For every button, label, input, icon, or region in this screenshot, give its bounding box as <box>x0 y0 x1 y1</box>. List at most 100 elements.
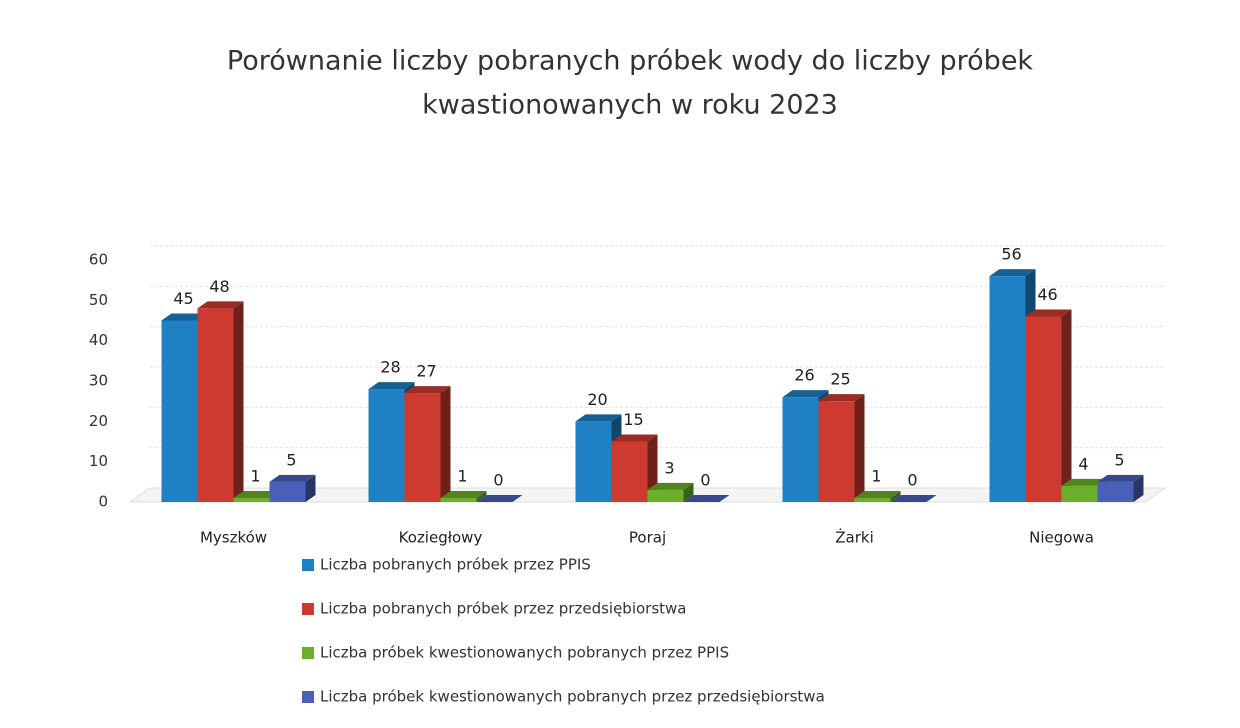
bar-3d <box>269 474 316 502</box>
bar <box>368 389 405 502</box>
bar-side <box>854 394 865 502</box>
data-label: 25 <box>830 370 850 389</box>
bar-3d <box>404 386 451 502</box>
x-tick-label: Myszków <box>200 529 267 547</box>
chart-title: kwastionowanych w roku 2023 <box>422 90 838 121</box>
bar <box>818 401 855 502</box>
bar-side <box>1133 474 1144 502</box>
bar-top <box>161 313 208 321</box>
bar-top <box>1061 478 1108 486</box>
data-label: 3 <box>664 458 674 477</box>
bar <box>575 421 612 502</box>
data-label: 20 <box>587 390 607 409</box>
data-label: 1 <box>457 466 467 485</box>
bar-top <box>368 382 415 390</box>
bar-3d <box>440 490 487 502</box>
data-label: 1 <box>871 466 881 485</box>
bar <box>161 320 198 502</box>
bar-top <box>575 414 622 422</box>
legend-label: Liczba pobranych próbek przez PPIS <box>320 556 591 574</box>
bar-top <box>1025 309 1072 317</box>
bar-top <box>1097 474 1144 482</box>
bar-3d <box>1097 474 1144 502</box>
bar-3d <box>683 495 730 502</box>
bar <box>1061 485 1098 502</box>
y-tick-label: 40 <box>89 331 108 349</box>
legend-swatch <box>302 603 314 615</box>
bar <box>440 497 477 502</box>
data-label: 28 <box>380 358 400 377</box>
bar <box>404 393 441 502</box>
bar <box>854 497 891 502</box>
bar-top <box>683 495 730 502</box>
data-label: 26 <box>794 366 814 385</box>
legend-label: Liczba pobranych próbek przez przedsiębi… <box>320 600 687 618</box>
bar-top <box>647 482 694 490</box>
bar-side <box>476 490 487 502</box>
bar <box>269 481 306 502</box>
bar-3d <box>854 490 901 502</box>
bar <box>647 489 684 502</box>
data-label: 0 <box>700 471 710 490</box>
y-tick-label: 60 <box>89 251 108 269</box>
bar-side <box>233 301 244 502</box>
bar-top <box>782 390 829 398</box>
data-label: 5 <box>286 450 296 469</box>
bar-3d <box>818 394 865 502</box>
data-label: 45 <box>173 289 193 308</box>
data-label: 4 <box>1078 454 1088 473</box>
bar-3d <box>890 495 937 502</box>
bar-top <box>989 269 1036 277</box>
bar-top <box>404 386 451 394</box>
y-tick-label: 0 <box>98 493 108 511</box>
y-tick-label: 20 <box>89 412 108 430</box>
bar <box>197 308 234 502</box>
data-label: 56 <box>1001 245 1021 264</box>
bar-side <box>1061 309 1072 502</box>
bar-3d <box>476 495 523 502</box>
x-tick-label: Koziegłowy <box>399 529 483 547</box>
data-label: 48 <box>209 277 229 296</box>
bar-top <box>440 490 487 498</box>
bar-top <box>197 301 244 309</box>
chart-title: Porównanie liczby pobranych próbek wody … <box>227 46 1034 77</box>
x-tick-label: Żarki <box>835 528 874 547</box>
bar-top <box>818 394 865 402</box>
bar-3d <box>611 434 658 502</box>
bar-side <box>683 482 694 502</box>
y-tick-label: 30 <box>89 372 108 390</box>
bar-3d <box>647 482 694 502</box>
data-label: 0 <box>907 471 917 490</box>
data-label: 5 <box>1114 450 1124 469</box>
bar <box>611 441 648 502</box>
bar <box>233 497 270 502</box>
bar-3d <box>575 414 622 502</box>
y-tick-label: 50 <box>89 291 108 309</box>
data-label: 0 <box>493 471 503 490</box>
bar-top <box>854 490 901 498</box>
bar-side <box>440 386 451 502</box>
bar-top <box>890 495 937 502</box>
x-tick-label: Poraj <box>629 529 666 547</box>
bar <box>1097 481 1134 502</box>
legend-swatch <box>302 647 314 659</box>
data-label: 27 <box>416 362 436 381</box>
bar <box>782 397 819 502</box>
legend-swatch <box>302 559 314 571</box>
x-tick-label: Niegowa <box>1029 529 1094 547</box>
bar <box>989 276 1026 502</box>
bar-top <box>476 495 523 502</box>
data-label: 1 <box>250 466 260 485</box>
bar <box>1025 316 1062 502</box>
bar-side <box>305 474 316 502</box>
bar-side <box>890 490 901 502</box>
data-label: 15 <box>623 410 643 429</box>
bar-top <box>233 490 280 498</box>
legend-label: Liczba próbek kwestionowanych pobranych … <box>320 644 729 662</box>
legend-swatch <box>302 691 314 703</box>
y-tick-label: 10 <box>89 452 108 470</box>
bar-top <box>611 434 658 442</box>
legend-label: Liczba próbek kwestionowanych pobranych … <box>320 688 825 706</box>
data-label: 46 <box>1037 285 1057 304</box>
bar-top <box>269 474 316 482</box>
